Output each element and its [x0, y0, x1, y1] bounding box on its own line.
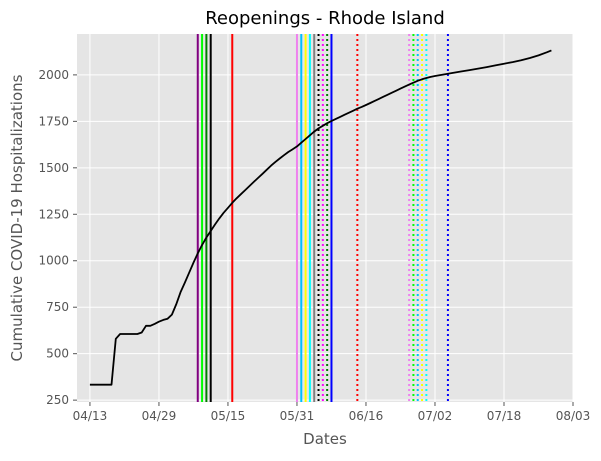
y-tick-label: 1500	[38, 161, 69, 175]
plot-area	[77, 34, 573, 402]
gridlines	[77, 34, 574, 402]
x-tick-label: 04/29	[142, 409, 177, 423]
x-tick-label: 06/16	[349, 409, 384, 423]
y-tick-label: 250	[46, 393, 69, 407]
y-axis-label: Cumulative COVID-19 Hospitalizations	[8, 74, 26, 361]
x-tick-label: 08/03	[556, 409, 591, 423]
reopening-markers	[196, 34, 449, 402]
x-tick-label: 07/02	[418, 409, 453, 423]
x-tick-label: 04/13	[73, 409, 108, 423]
x-tick-label: 05/31	[280, 409, 315, 423]
y-tick-label: 1250	[38, 207, 69, 221]
x-tick-label: 07/18	[487, 409, 522, 423]
x-axis-ticks: 04/13 04/29 05/15 05/31 06/16 07/02 07/18 08/03	[73, 402, 591, 423]
hospitalizations-line	[89, 49, 552, 386]
y-tick-label: 1000	[38, 254, 69, 268]
y-tick-label: 500	[46, 347, 69, 361]
y-tick-label: 750	[46, 300, 69, 314]
chart-title: Reopenings - Rhode Island	[205, 8, 445, 29]
x-axis-label: Dates	[303, 430, 347, 448]
x-tick-label: 05/15	[211, 409, 246, 423]
y-axis-ticks: 250 500 750 1000 1250 1500 1750 2000	[38, 68, 77, 407]
series-group	[89, 49, 552, 386]
y-tick-label: 2000	[38, 68, 69, 82]
y-tick-label: 1750	[38, 114, 69, 128]
